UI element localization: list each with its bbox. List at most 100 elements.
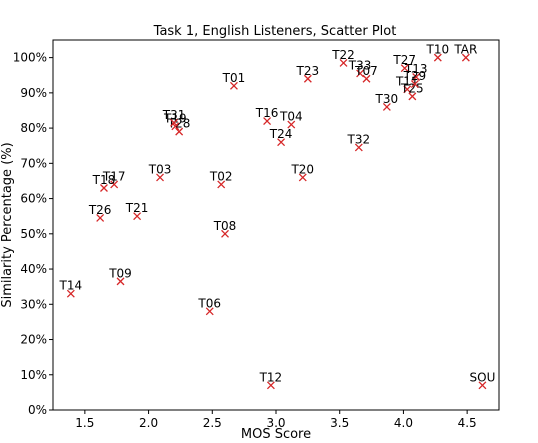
point-label: T10 bbox=[426, 43, 450, 57]
data-point-t18: T18 bbox=[92, 173, 116, 192]
x-marker bbox=[175, 127, 184, 136]
y-tick-label: 80% bbox=[20, 121, 47, 135]
x-marker bbox=[156, 173, 164, 182]
data-point-t13: T13 bbox=[404, 62, 428, 81]
point-label: T24 bbox=[269, 127, 293, 141]
point-label: T01 bbox=[222, 71, 246, 85]
point-label: T25 bbox=[400, 81, 424, 95]
point-label: T21 bbox=[125, 201, 149, 215]
data-point-t14: T14 bbox=[59, 279, 83, 298]
point-label: T18 bbox=[92, 173, 116, 187]
data-point-tar: TAR bbox=[453, 43, 477, 62]
x-marker bbox=[408, 92, 417, 101]
x-marker bbox=[287, 120, 296, 129]
x-marker bbox=[133, 212, 142, 221]
point-label: T22 bbox=[331, 48, 355, 62]
point-label: T31 bbox=[162, 108, 186, 122]
data-point-t33: T33 bbox=[348, 58, 371, 78]
point-label: T04 bbox=[279, 110, 303, 124]
x-marker bbox=[170, 118, 179, 127]
y-tick-label: 0% bbox=[28, 403, 47, 417]
data-point-t21: T21 bbox=[125, 201, 149, 221]
x-marker bbox=[221, 229, 229, 238]
plot-area-frame bbox=[52, 39, 500, 411]
data-point-t01: T01 bbox=[222, 71, 246, 90]
point-label: T28 bbox=[167, 117, 191, 131]
y-tick-label: 60% bbox=[20, 192, 47, 206]
point-label: T12 bbox=[259, 370, 283, 384]
x-marker bbox=[410, 80, 419, 89]
point-label: T07 bbox=[354, 64, 378, 78]
x-marker bbox=[277, 138, 286, 147]
data-point-sou: SOU bbox=[470, 370, 495, 390]
data-point-t30: T30 bbox=[375, 92, 399, 111]
point-label: T13 bbox=[404, 62, 428, 76]
x-marker bbox=[100, 184, 108, 192]
data-point-t16: T16 bbox=[255, 106, 278, 126]
data-point-t17: T17 bbox=[102, 169, 126, 189]
data-point-t08: T08 bbox=[213, 219, 237, 238]
y-tick-label: 40% bbox=[20, 262, 47, 276]
x-marker bbox=[96, 213, 105, 222]
point-label: T30 bbox=[375, 92, 399, 106]
data-point-t32: T32 bbox=[347, 132, 371, 152]
x-axis: 1.5 2.0 2.5 3.0 3.5 4.0 4.5 bbox=[75, 410, 477, 430]
y-axis-label: Similarity Percentage (%) bbox=[0, 142, 15, 307]
x-tick-label: 4.0 bbox=[394, 416, 413, 430]
point-label: T19 bbox=[163, 111, 187, 125]
x-marker bbox=[412, 73, 421, 81]
data-point-t29: T29 bbox=[403, 69, 427, 89]
x-tick-label: 2.5 bbox=[203, 416, 222, 430]
x-marker bbox=[205, 307, 214, 316]
x-axis-label: MOS Score bbox=[241, 427, 311, 442]
data-point-t04: T04 bbox=[279, 110, 303, 129]
point-label: T32 bbox=[347, 132, 371, 146]
point-label: T11 bbox=[395, 74, 419, 88]
x-marker bbox=[382, 102, 391, 111]
data-points: T01 T02 T03 T04 T06 T08 T09 T10 T11 T12 T13 T14 T16 T… bbox=[59, 43, 495, 390]
data-point-t27: T27 bbox=[392, 53, 416, 73]
x-marker bbox=[478, 381, 487, 390]
x-tick-label: 2.0 bbox=[139, 416, 158, 430]
point-label: T08 bbox=[213, 219, 237, 233]
y-tick-label: 10% bbox=[20, 368, 47, 382]
x-marker bbox=[217, 180, 226, 189]
x-marker bbox=[433, 53, 442, 62]
data-point-t31: T31 bbox=[162, 108, 186, 127]
point-label: T14 bbox=[59, 279, 83, 293]
data-point-t09: T09 bbox=[108, 266, 132, 286]
x-marker bbox=[356, 69, 365, 78]
y-tick-label: 100% bbox=[13, 51, 47, 65]
point-label: T06 bbox=[197, 296, 221, 310]
data-point-t23: T23 bbox=[296, 64, 320, 83]
y-tick-label: 70% bbox=[20, 156, 47, 170]
x-marker bbox=[110, 180, 119, 189]
x-marker bbox=[116, 277, 125, 286]
data-point-t28: T28 bbox=[167, 117, 191, 136]
point-label: T09 bbox=[108, 266, 132, 280]
x-marker bbox=[362, 74, 371, 83]
x-marker bbox=[461, 53, 470, 62]
point-label: T29 bbox=[403, 69, 427, 83]
x-marker bbox=[303, 74, 312, 83]
point-label: T17 bbox=[102, 169, 126, 183]
y-tick-label: 30% bbox=[20, 297, 47, 311]
data-point-t20: T20 bbox=[290, 162, 314, 182]
x-tick-label: 1.5 bbox=[75, 416, 94, 430]
data-point-t12: T12 bbox=[259, 370, 283, 390]
data-point-t22: T22 bbox=[331, 48, 355, 67]
x-marker bbox=[354, 143, 363, 152]
x-marker bbox=[339, 58, 348, 67]
point-label: T23 bbox=[296, 64, 320, 78]
x-marker bbox=[266, 381, 275, 390]
data-point-t07: T07 bbox=[354, 64, 378, 83]
data-point-t10: T10 bbox=[426, 43, 450, 62]
x-tick-label: 4.5 bbox=[458, 416, 477, 430]
x-marker bbox=[229, 81, 238, 90]
point-label: T03 bbox=[148, 162, 172, 176]
chart-title: Task 1, English Listeners, Scatter Plot bbox=[153, 24, 397, 39]
x-marker bbox=[400, 64, 409, 73]
x-marker bbox=[298, 173, 307, 182]
x-tick-label: 3.5 bbox=[330, 416, 349, 430]
